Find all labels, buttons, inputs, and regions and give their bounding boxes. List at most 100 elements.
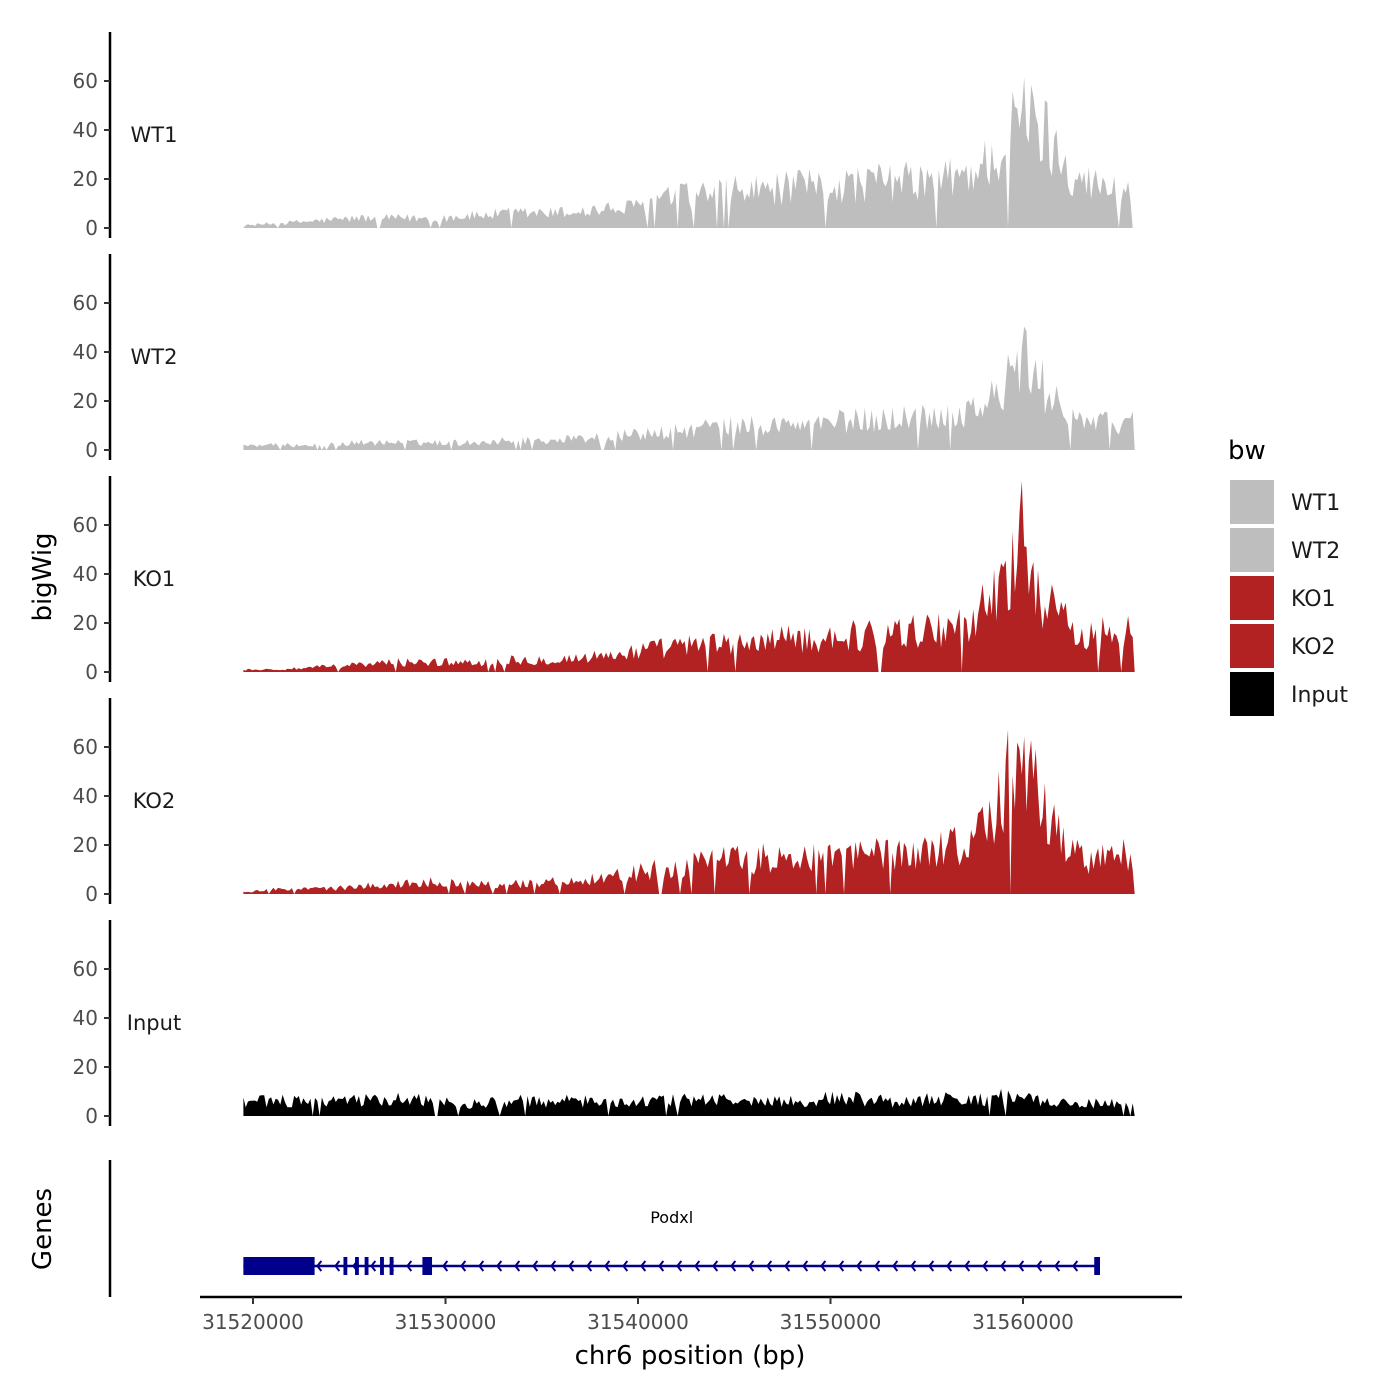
y-tick-label: 60 — [73, 735, 98, 759]
strand-arrow — [694, 1260, 701, 1272]
legend: bw WT1 WT2 KO1 KO2 Input — [1228, 436, 1348, 716]
y-tick-label: 20 — [73, 167, 98, 191]
y-tick-label: 40 — [73, 562, 98, 586]
legend-label-input: Input — [1291, 683, 1348, 708]
track-label-wt2: WT2 — [131, 345, 178, 369]
strand-arrow — [802, 1260, 809, 1272]
x-tick-label: 31550000 — [780, 1310, 882, 1334]
y-tick-label: 0 — [85, 216, 98, 240]
track-label-ko1: KO1 — [133, 567, 176, 591]
y-tick-label: 40 — [73, 340, 98, 364]
y-tick-label: 20 — [73, 389, 98, 413]
coverage-area-ko2 — [243, 729, 1135, 894]
y-tick-label: 40 — [73, 784, 98, 808]
strand-arrow — [514, 1260, 521, 1272]
legend-label-ko1: KO1 — [1291, 587, 1336, 612]
legend-key-wt2 — [1230, 528, 1274, 572]
strand-arrow — [1000, 1260, 1007, 1272]
strand-arrow — [892, 1260, 899, 1272]
strand-arrow — [442, 1260, 449, 1272]
strand-arrow — [784, 1260, 791, 1272]
strand-arrow — [406, 1260, 413, 1272]
y-tick-label: 0 — [85, 660, 98, 684]
y-tick-label: 20 — [73, 833, 98, 857]
gene-label-podxl: Podxl — [650, 1208, 693, 1227]
x-tick-label: 31520000 — [202, 1310, 304, 1334]
legend-key-ko2 — [1230, 624, 1274, 668]
gene-exon — [389, 1257, 394, 1275]
x-tick-label: 31560000 — [972, 1310, 1074, 1334]
strand-arrow — [316, 1260, 323, 1272]
y-axis-title: bigWig — [28, 532, 58, 621]
y-tick-label: 20 — [73, 611, 98, 635]
y-tick-label: 0 — [85, 1104, 98, 1128]
strand-arrow — [964, 1260, 971, 1272]
strand-arrow — [982, 1260, 989, 1272]
legend-label-wt1: WT1 — [1291, 491, 1340, 516]
strand-arrow — [910, 1260, 917, 1272]
legend-title: bw — [1228, 436, 1266, 466]
strand-arrow — [532, 1260, 539, 1272]
y-tick-label: 60 — [73, 957, 98, 981]
genes-axis-title: Genes — [28, 1188, 58, 1270]
y-tick-label: 0 — [85, 882, 98, 906]
x-tick-label: 31530000 — [395, 1310, 497, 1334]
x-axis-title: chr6 position (bp) — [575, 1341, 806, 1371]
strand-arrow — [1018, 1260, 1025, 1272]
y-tick-label: 0 — [85, 438, 98, 462]
gene-exon — [1094, 1257, 1100, 1275]
y-tick-label: 60 — [73, 69, 98, 93]
strand-arrow — [334, 1260, 341, 1272]
track-panel-wt1: 0 20 40 60 WT1 — [73, 32, 1135, 240]
strand-arrow — [604, 1260, 611, 1272]
strand-arrow — [874, 1260, 881, 1272]
track-panel-input: 0 20 40 60 Input — [73, 920, 1135, 1128]
gene-exon — [422, 1257, 433, 1275]
legend-key-input — [1230, 672, 1274, 716]
gene-exon — [364, 1257, 369, 1275]
track-panel-ko1: 0 20 40 60 KO1 — [73, 476, 1135, 684]
strand-arrow — [568, 1260, 575, 1272]
strand-arrow — [856, 1260, 863, 1272]
y-tick-label: 60 — [73, 513, 98, 537]
strand-arrow — [730, 1260, 737, 1272]
strand-arrow — [946, 1260, 953, 1272]
track-label-ko2: KO2 — [133, 789, 176, 813]
track-label-input: Input — [127, 1011, 181, 1035]
coverage-area-wt2 — [243, 326, 1135, 450]
gene-exon — [243, 1257, 315, 1275]
track-label-wt1: WT1 — [131, 123, 178, 147]
strand-arrow — [550, 1260, 557, 1272]
strand-arrow — [658, 1260, 665, 1272]
x-axis: 31520000 31530000 31540000 31550000 31560000… — [200, 1295, 1182, 1371]
gene-exon — [355, 1257, 359, 1275]
strand-arrow — [838, 1260, 845, 1272]
y-tick-label: 60 — [73, 291, 98, 315]
y-tick-label: 40 — [73, 1006, 98, 1030]
track-panel-wt2: 0 20 40 60 WT2 — [73, 254, 1135, 462]
coverage-area-input — [243, 1088, 1135, 1116]
strand-arrow — [676, 1260, 683, 1272]
strand-arrow — [748, 1260, 755, 1272]
y-tick-label: 20 — [73, 1055, 98, 1079]
strand-arrow — [640, 1260, 647, 1272]
coverage-area-ko1 — [243, 480, 1135, 672]
strand-arrow — [766, 1260, 773, 1272]
strand-arrow — [496, 1260, 503, 1272]
strand-arrow — [622, 1260, 629, 1272]
strand-arrow — [460, 1260, 467, 1272]
y-tick-label: 40 — [73, 118, 98, 142]
coverage-area-wt1 — [243, 77, 1135, 229]
legend-key-wt1 — [1230, 480, 1274, 524]
track-panel-ko2: 0 20 40 60 KO2 — [73, 698, 1135, 906]
strand-arrow — [586, 1260, 593, 1272]
strand-arrow — [370, 1260, 377, 1272]
strand-arrow — [1036, 1260, 1043, 1272]
legend-label-wt2: WT2 — [1291, 539, 1340, 564]
gene-exon — [380, 1257, 384, 1275]
strand-arrow — [1072, 1260, 1079, 1272]
legend-key-ko1 — [1230, 576, 1274, 620]
legend-label-ko2: KO2 — [1291, 635, 1336, 660]
strand-arrow — [820, 1260, 827, 1272]
